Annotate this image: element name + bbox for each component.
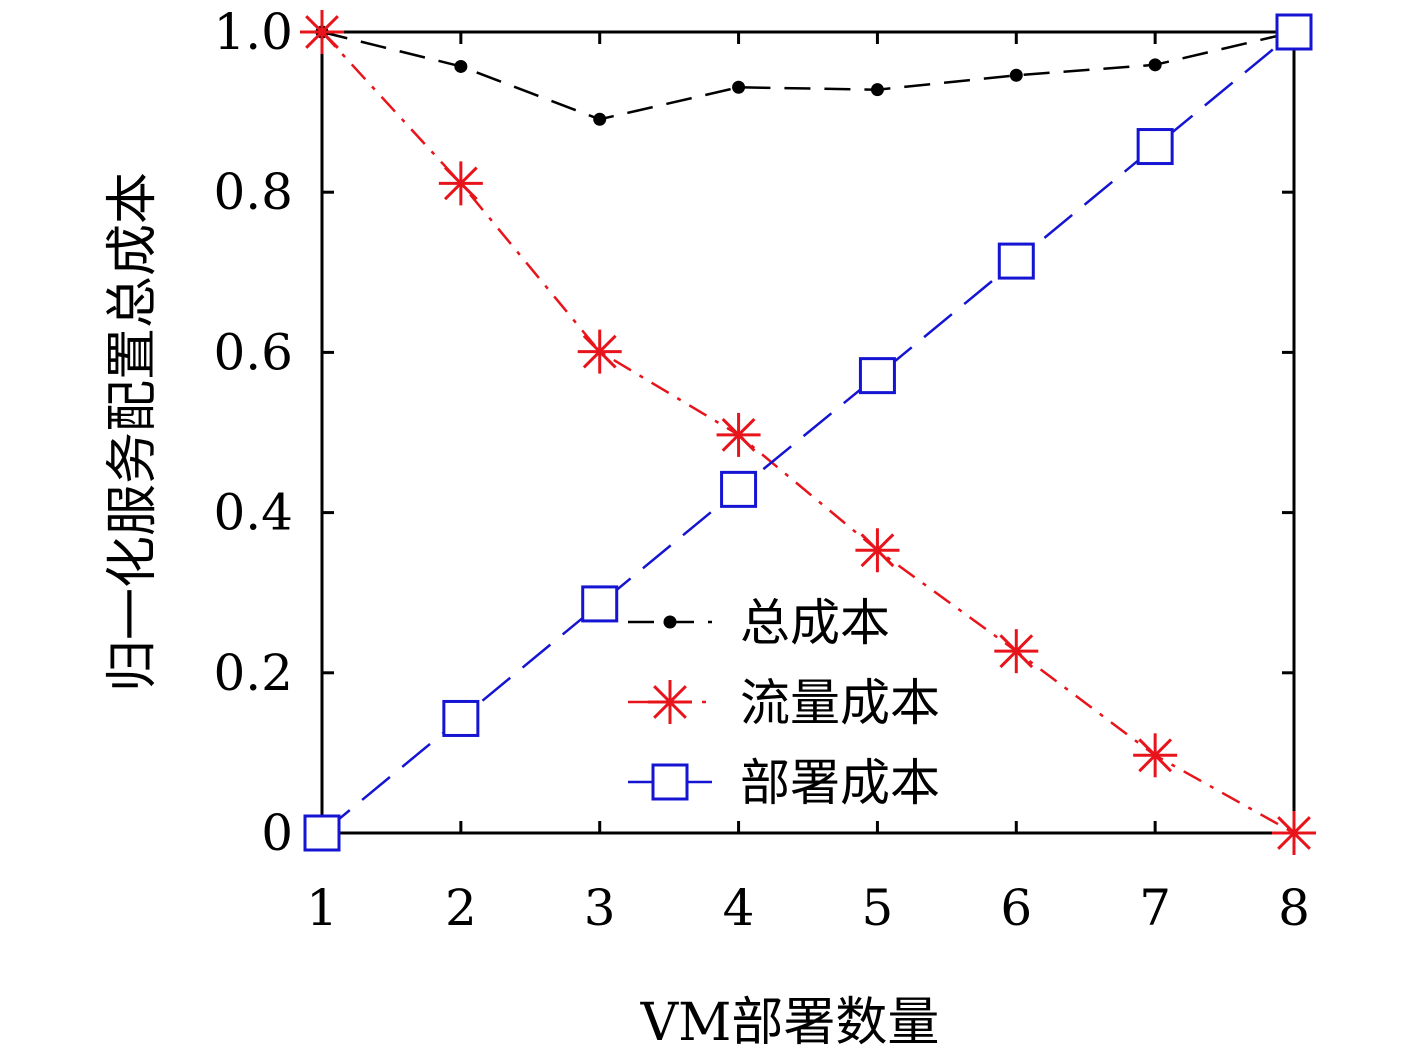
- series-line: [321, 30, 1295, 121]
- data-point: [994, 629, 1039, 674]
- series-1: [315, 25, 1301, 126]
- x-tick-label: 4: [723, 879, 755, 937]
- data-point: [577, 329, 622, 374]
- y-tick-label: 0.6: [213, 323, 293, 381]
- series-3: [303, 13, 1313, 852]
- y-tick-label: 0: [261, 804, 293, 862]
- ticks: 1 2 3 4 5 6 7 8 0 0.2 0.4 0.6 0.8 1.0: [213, 3, 1309, 937]
- data-point: [1133, 733, 1178, 778]
- legend-label: 流量成本: [740, 674, 940, 732]
- data-point: [593, 112, 607, 126]
- data-point: [300, 10, 344, 54]
- series-line: [321, 31, 1295, 834]
- data-point: [732, 80, 746, 94]
- x-tick-label: 3: [584, 879, 616, 937]
- series-layer: [300, 10, 1316, 855]
- data-point: [1148, 58, 1162, 72]
- x-tick-label: 2: [445, 879, 477, 937]
- data-point: [858, 357, 896, 395]
- data-point: [438, 161, 483, 206]
- data-point: [442, 699, 480, 737]
- data-point: [720, 470, 758, 508]
- legend-marker: [648, 680, 692, 724]
- x-axis-title: VM部署数量: [640, 993, 940, 1053]
- series-2: [300, 10, 1316, 855]
- data-point: [303, 814, 341, 852]
- legend-entry: 流量成本: [628, 674, 940, 732]
- legend-marker: [651, 763, 689, 801]
- series-line: [321, 31, 1295, 835]
- data-point: [855, 528, 900, 573]
- data-point: [1275, 13, 1313, 51]
- plot-frame: [320, 30, 1296, 835]
- data-point: [1009, 68, 1023, 82]
- y-tick-label: 0.4: [213, 484, 293, 542]
- x-tick-label: 8: [1278, 879, 1310, 937]
- y-axis-title: 归一化服务配置总成本: [103, 172, 163, 692]
- y-tick-label: 0.8: [213, 163, 293, 221]
- y-tick-label: 0.2: [213, 644, 293, 702]
- legend-entry: 总成本: [628, 594, 890, 652]
- x-tick-label: 1: [306, 879, 338, 937]
- data-point: [870, 83, 884, 97]
- legend-label: 部署成本: [740, 754, 940, 812]
- data-point: [581, 585, 619, 623]
- data-point: [1136, 128, 1174, 166]
- x-tick-label: 7: [1139, 879, 1171, 937]
- legend-label: 总成本: [740, 594, 890, 652]
- legend-marker: [663, 615, 677, 629]
- data-point: [454, 59, 468, 73]
- x-tick-label: 6: [1000, 879, 1032, 937]
- data-point: [1272, 811, 1316, 855]
- legend-entry: 部署成本: [628, 754, 940, 812]
- data-point: [997, 242, 1035, 280]
- x-tick-label: 5: [862, 879, 894, 937]
- data-point: [716, 412, 761, 457]
- y-tick-label: 1.0: [213, 3, 293, 61]
